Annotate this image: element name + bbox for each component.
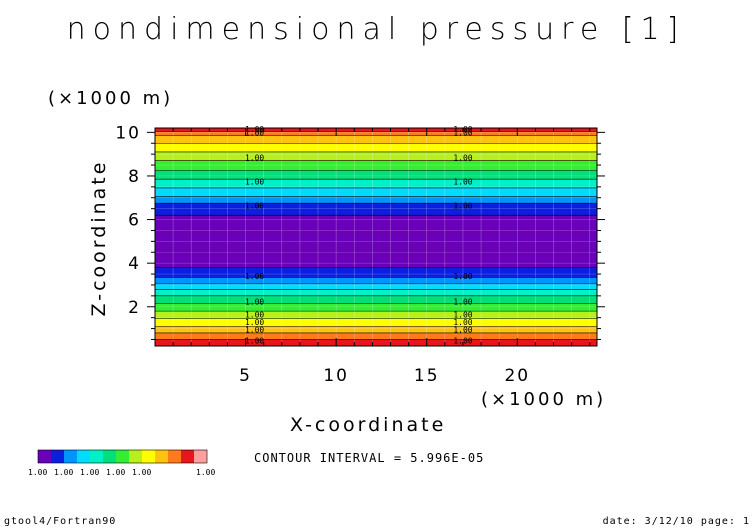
legend-label-5: 1.00 [196, 468, 215, 477]
contour-interval-text: CONTOUR INTERVAL = 5.996E-05 [254, 451, 485, 465]
contour-label-6-1: 1.00 [453, 201, 472, 210]
contour-label-0-1: 1.00 [453, 337, 472, 346]
contour-label-8-0: 1.00 [245, 153, 264, 162]
contour-band-13 [155, 196, 597, 204]
legend-swatch-12 [194, 450, 207, 463]
contour-label-0-0: 1.00 [245, 337, 264, 346]
contour-band-9 [155, 277, 597, 284]
chart-title: nondimensional pressure [1] [66, 12, 686, 47]
contour-band-18 [155, 151, 597, 161]
contour-band-4 [155, 311, 597, 319]
legend-label-1: 1.00 [54, 468, 73, 477]
legend-swatch-1 [51, 450, 64, 463]
contour-band-14 [155, 187, 597, 197]
contour-label-3-0: 1.00 [245, 310, 264, 319]
contour-label-4-0: 1.00 [245, 297, 264, 306]
legend-label-4: 1.00 [132, 468, 151, 477]
legend-frame [37, 449, 208, 464]
contour-band-3 [155, 318, 597, 327]
contour-band-10 [155, 267, 597, 278]
contour-band-2 [155, 326, 597, 333]
contour-label-2-1: 1.00 [453, 318, 472, 327]
footer-left: gtool4/Fortran90 [4, 516, 117, 527]
legend-swatch-8 [142, 450, 155, 463]
contour-band-6 [155, 295, 597, 304]
contour-label-8-1: 1.00 [453, 153, 472, 162]
y-tick-label-0: 2 [128, 298, 141, 318]
contour-label-2-0: 1.00 [245, 318, 264, 327]
contour-label-5-0: 1.00 [245, 272, 264, 281]
legend-swatch-4 [90, 450, 103, 463]
y-axis-unit: (×1000 m) [48, 88, 174, 109]
contour-band-12 [155, 203, 597, 216]
contour-band-11 [155, 215, 597, 268]
legend-label-3: 1.00 [106, 468, 125, 477]
contour-band-22 [155, 128, 597, 132]
legend-swatch-9 [155, 450, 168, 463]
contour-label-1-1: 1.00 [453, 326, 472, 335]
legend-swatch-0 [38, 450, 51, 463]
legend-swatch-3 [77, 450, 90, 463]
legend-label-2: 1.00 [80, 468, 99, 477]
x-tick-label-2: 15 [414, 366, 440, 386]
contour-label-4-1: 1.00 [453, 297, 472, 306]
contour-band-8 [155, 283, 597, 290]
legend-swatch-2 [64, 450, 77, 463]
y-tick-label-2: 6 [128, 211, 141, 231]
contour-label-6-0: 1.00 [245, 201, 264, 210]
legend-swatch-11 [181, 450, 194, 463]
y-tick-label-4: 10 [115, 123, 141, 143]
y-tick-label-3: 8 [128, 167, 141, 187]
contour-band-17 [155, 160, 597, 171]
plot-frame [154, 127, 598, 347]
legend-swatch-10 [168, 450, 181, 463]
contour-band-1 [155, 332, 597, 340]
x-tick-label-1: 10 [323, 366, 349, 386]
legend-swatch-5 [103, 450, 116, 463]
contour-band-19 [155, 143, 597, 152]
contour-label-7-1: 1.00 [453, 177, 472, 186]
legend-swatch-7 [129, 450, 142, 463]
contour-label-9-0: 1.00 [245, 128, 264, 137]
x-tick-label-0: 5 [239, 366, 252, 386]
contour-band-21 [155, 131, 597, 136]
contour-label-1-0: 1.00 [245, 326, 264, 335]
legend-swatch-6 [116, 450, 129, 463]
contour-label-7-0: 1.00 [245, 177, 264, 186]
x-axis-label: X-coordinate [290, 414, 447, 436]
contour-band-16 [155, 170, 597, 180]
footer-right: date: 3/12/10 page: 1 [602, 516, 750, 527]
contour-band-15 [155, 179, 597, 188]
contour-label-9-1: 1.00 [453, 128, 472, 137]
contour-label-3-1: 1.00 [453, 310, 472, 319]
legend-label-0: 1.00 [28, 468, 47, 477]
contour-band-0 [155, 339, 597, 346]
y-tick-label-1: 4 [128, 254, 141, 274]
contour-band-7 [155, 289, 597, 296]
contour-label-10-0: 1.00 [245, 125, 264, 134]
x-tick-label-3: 20 [504, 366, 530, 386]
contour-label-5-1: 1.00 [453, 272, 472, 281]
contour-band-5 [155, 303, 597, 312]
x-axis-unit: (×1000 m) [481, 389, 607, 410]
contour-band-20 [155, 135, 597, 144]
